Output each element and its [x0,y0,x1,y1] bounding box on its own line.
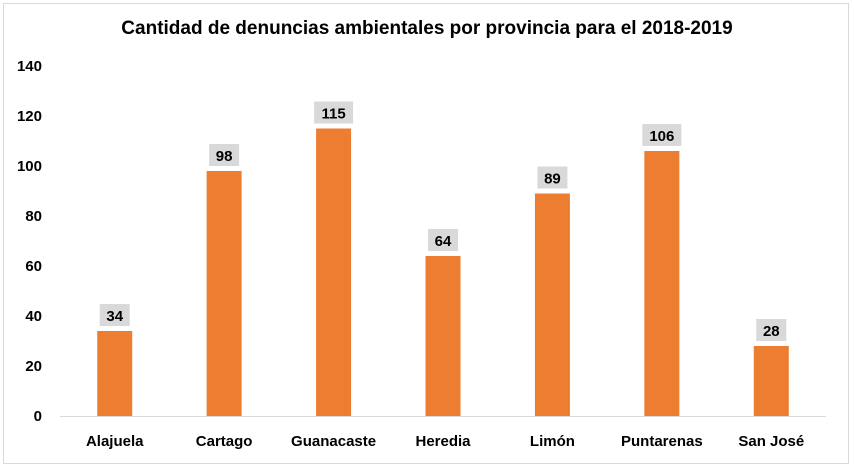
category-label: Cartago [196,433,253,450]
data-label-background [642,124,682,146]
data-label: 115 [321,106,345,123]
data-label: 98 [216,148,233,165]
bar [425,256,461,416]
data-label-background [756,319,787,341]
category-label: Guanacaste [291,433,376,450]
bar [97,331,133,416]
y-tick-label: 20 [25,358,42,375]
data-labels: 34 98 115 64 89 106 28 [99,101,787,341]
y-tick-label: 140 [17,58,42,75]
bars [97,128,789,416]
data-label-background [209,144,240,166]
bar [316,128,352,416]
bar [534,193,570,416]
bar [206,171,242,416]
y-axis-ticks: 0 20 40 60 80 100 120 140 [17,58,42,425]
y-tick-label: 60 [25,258,42,275]
y-tick-label: 120 [17,108,42,125]
bar [753,346,789,416]
y-tick-label: 100 [17,158,42,175]
category-label: San José [738,433,804,450]
data-label-background [99,304,130,326]
category-label: Limón [530,433,575,450]
category-label: Alajuela [86,433,144,450]
data-label-background [537,166,568,189]
data-label: 64 [435,233,452,250]
data-label-background [428,229,458,251]
data-label: 89 [544,171,561,188]
y-tick-label: 80 [25,208,42,225]
y-tick-label: 40 [25,308,42,325]
category-label: Heredia [415,433,471,450]
bar [644,151,680,416]
data-label: 28 [763,323,780,340]
data-label-background [314,101,354,124]
category-labels: Alajuela Cartago Guanacaste Heredia Limón Pun… [86,433,804,450]
data-label: 106 [649,128,674,145]
chart-title: Cantidad de denuncias ambientales por pr… [121,18,733,39]
category-label: Puntarenas [621,433,703,450]
data-label: 34 [106,308,123,325]
y-tick-label: 0 [34,408,42,425]
